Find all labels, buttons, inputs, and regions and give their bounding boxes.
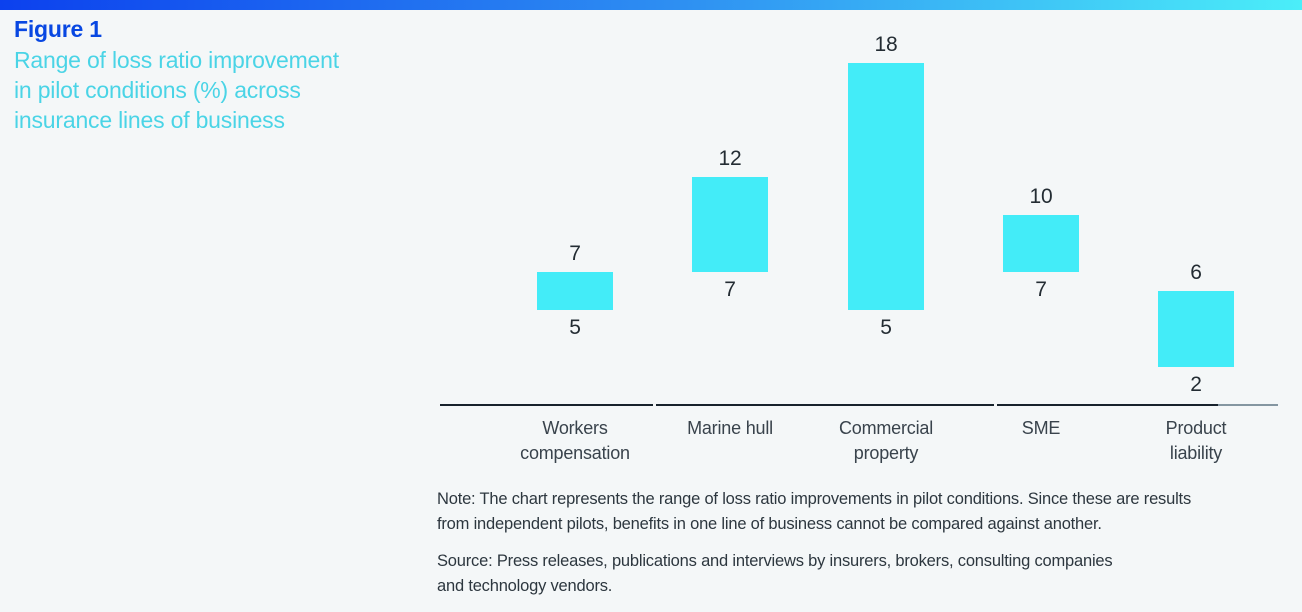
range-bar xyxy=(1003,215,1079,272)
figure-label: Figure 1 xyxy=(14,16,102,42)
range-bar xyxy=(848,63,924,310)
top-accent-gradient-bar xyxy=(0,0,1302,10)
category-label: Workers compensation xyxy=(490,416,660,466)
figure-title-line: Range of loss ratio improvement xyxy=(14,47,339,73)
bar-max-value-label: 10 xyxy=(1029,185,1053,208)
bar-min-value-label: 5 xyxy=(880,316,892,339)
bar-max-value-label: 7 xyxy=(569,242,581,265)
chart-note-line: Note: The chart represents the range of … xyxy=(437,490,1191,508)
bar-min-value-label: 2 xyxy=(1190,373,1202,396)
category-label: Marine hull xyxy=(645,416,815,441)
category-label: Product liability xyxy=(1111,416,1281,466)
range-bar xyxy=(1158,291,1234,367)
bar-max-value-label: 18 xyxy=(874,33,898,56)
chart-note-line: from independent pilots, benefits in one… xyxy=(437,515,1102,533)
bar-min-value-label: 7 xyxy=(1035,278,1047,301)
bar-min-value-label: 5 xyxy=(569,316,581,339)
x-axis-line-segment xyxy=(440,404,653,406)
category-label-line: property xyxy=(853,443,919,463)
chart-source: Source: Press releases, publications and… xyxy=(437,549,1113,599)
figure-title-line: in pilot conditions (%) across xyxy=(14,77,301,103)
range-bar xyxy=(537,272,613,310)
category-label-line: liability xyxy=(1169,443,1223,463)
bar-max-value-label: 12 xyxy=(718,147,742,170)
x-axis-line-segment xyxy=(997,404,1218,406)
category-label-line: compensation xyxy=(520,443,630,463)
category-label-line: Product xyxy=(1165,418,1227,438)
category-label-line: SME xyxy=(1021,418,1061,438)
chart-note: Note: The chart represents the range of … xyxy=(437,487,1191,537)
category-label: SME xyxy=(956,416,1126,441)
category-label: Commercial property xyxy=(801,416,971,466)
x-axis-line-segment xyxy=(656,404,994,406)
range-bar xyxy=(692,177,768,272)
category-label-line: Workers xyxy=(542,418,608,438)
figure-title-line: insurance lines of business xyxy=(14,107,285,133)
chart-source-line: Source: Press releases, publications and… xyxy=(437,552,1113,570)
category-label-line: Marine hull xyxy=(687,418,773,438)
bar-min-value-label: 7 xyxy=(724,278,736,301)
chart-source-line: and technology vendors. xyxy=(437,577,613,595)
category-label-line: Commercial xyxy=(838,418,933,438)
x-axis-line-segment-light xyxy=(1218,404,1278,406)
figure-title: Range of loss ratio improvement in pilot… xyxy=(14,45,339,135)
bar-max-value-label: 6 xyxy=(1190,261,1202,284)
